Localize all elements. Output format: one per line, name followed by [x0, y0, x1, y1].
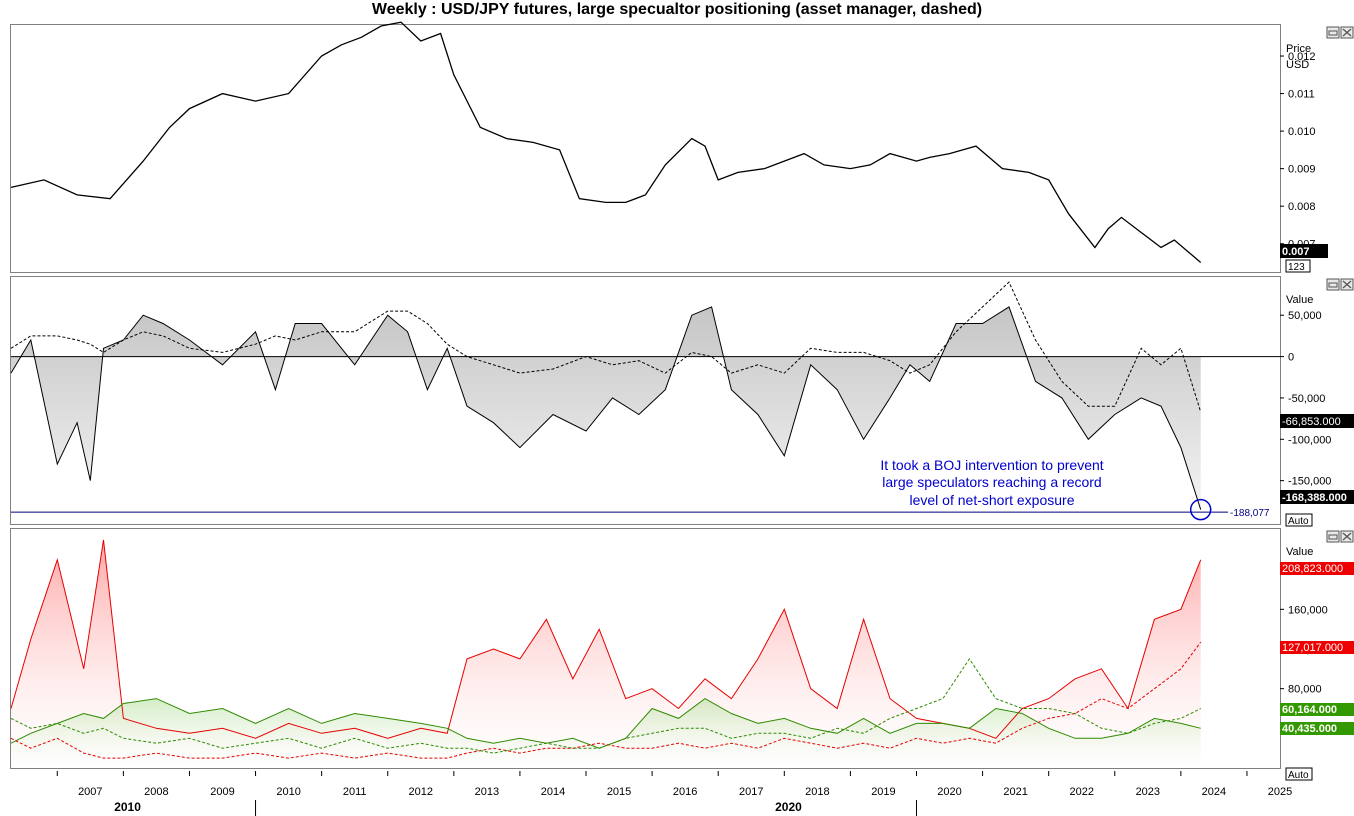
am-shorts-label-bg	[1280, 703, 1354, 716]
x-tick-label: 2010	[276, 786, 300, 798]
gross-scale-button-label: Auto	[1288, 770, 1309, 781]
price-y-tick-label: 0.009	[1288, 164, 1316, 176]
x-axis: 2007 2008 2009 2010 2011 2012 2013 2014 2015 2016…	[56, 771, 1292, 816]
price-y-tick-label: 0.008	[1288, 201, 1316, 213]
gross-y-tick-label: 160,000	[1288, 604, 1328, 616]
shorts-last-value: 40,435.000	[1282, 723, 1337, 735]
large-spec-net-line	[10, 306, 1202, 510]
net-y-ticks: 50,000 0 -50,000 -100,000 -150,000	[1280, 310, 1331, 488]
price-last-value: 0.007	[1282, 246, 1310, 258]
decade-label: 2020	[775, 800, 802, 814]
net-axis-title: Value	[1286, 294, 1313, 306]
x-tick-label: 2019	[871, 786, 895, 798]
net-scale-button-label: Auto	[1288, 516, 1309, 527]
net-last-value: -168,388.000	[1282, 492, 1347, 504]
x-tick-label: 2021	[1003, 786, 1027, 798]
price-scale-button[interactable]	[1285, 259, 1311, 273]
x-tick-label: 2011	[343, 786, 367, 798]
am-longs-label-bg	[1280, 641, 1354, 654]
am-last-value: -66,853.000	[1282, 416, 1341, 428]
shorts-area	[11, 698, 1201, 768]
large-spec-shorts-line	[10, 698, 1201, 749]
gross-y-tick-label: 80,000	[1288, 684, 1322, 696]
decade-label: 2010	[114, 800, 141, 814]
net-scale-button[interactable]	[1285, 513, 1313, 527]
price-scale-button-label: 123	[1288, 262, 1305, 273]
longs-area	[11, 539, 1201, 768]
record-low-label: -188,077	[1230, 508, 1270, 519]
price-panel: Price USD 0.012 0.011 0.010 0.009 0.008 0.007…	[10, 21, 1354, 273]
close-icon[interactable]	[1340, 278, 1354, 291]
gross-scale-button[interactable]	[1285, 767, 1313, 781]
chart-title: Weekly : USD/JPY futures, large specualt…	[371, 1, 983, 18]
x-tick-label: 2017	[739, 786, 763, 798]
price-y-tick-label: 0.012	[1288, 51, 1316, 63]
price-y-tick-label: 0.011	[1288, 89, 1315, 101]
am-last-value-bg	[1280, 414, 1354, 428]
x-tick-label: 2012	[409, 786, 433, 798]
am-shorts-last-value: 60,164.000	[1282, 704, 1337, 716]
annotation-line-3: level of net-short exposure	[910, 492, 1075, 508]
net-panel: Value 50,000 0 -50,000 -100,000 -150,000 -18…	[10, 278, 1354, 527]
net-last-value-bg	[1280, 490, 1354, 504]
annotation-line-1: It took a BOJ intervention to prevent	[880, 457, 1103, 473]
net-y-tick-label: -150,000	[1288, 476, 1331, 488]
x-tick-label: 2016	[673, 786, 697, 798]
minimize-icon[interactable]	[1326, 530, 1340, 543]
panel-frames	[10, 24, 1281, 769]
net-y-tick-label: -50,000	[1288, 393, 1325, 405]
asset-manager-net-line	[10, 281, 1202, 413]
gross-axis-title: Value	[1286, 546, 1313, 558]
x-tick-label: 2024	[1202, 786, 1226, 798]
x-tick-label: 2025	[1268, 786, 1292, 798]
price-axis-unit: USD	[1286, 59, 1309, 71]
longs-last-value: 208,823.000	[1282, 563, 1343, 575]
net-y-tick-label: 50,000	[1288, 310, 1322, 322]
shorts-label-bg	[1280, 722, 1354, 735]
x-tick-label: 2015	[607, 786, 631, 798]
x-tick-label: 2020	[937, 786, 961, 798]
close-icon[interactable]	[1340, 530, 1354, 543]
am-longs-last-value: 127,017.000	[1282, 642, 1343, 654]
intervention-circle	[1189, 498, 1212, 521]
large-spec-net-area	[11, 306, 1201, 510]
x-tick-label: 2009	[210, 786, 234, 798]
price-series-line	[10, 21, 1202, 263]
net-y-tick-label: 0	[1288, 352, 1294, 364]
minimize-icon[interactable]	[1326, 26, 1340, 39]
price-panel-frame	[10, 24, 1281, 273]
x-tick-label: 2007	[78, 786, 102, 798]
x-tick-label: 2023	[1136, 786, 1160, 798]
large-spec-longs-line	[10, 539, 1202, 739]
x-tick-label: 2013	[475, 786, 499, 798]
x-tick-label: 2008	[144, 786, 168, 798]
x-tick-label: 2022	[1069, 786, 1093, 798]
annotation-line-2: large speculators reaching a record	[882, 474, 1101, 490]
x-tick-label: 2018	[805, 786, 829, 798]
net-panel-frame	[10, 276, 1281, 525]
price-last-value-bg	[1280, 244, 1328, 258]
net-y-tick-label: -100,000	[1288, 434, 1331, 446]
close-icon[interactable]	[1340, 26, 1354, 39]
longs-label-bg	[1280, 562, 1354, 575]
price-axis-title: Price	[1286, 43, 1311, 55]
price-y-tick-label: 0.010	[1288, 126, 1316, 138]
x-tick-label: 2014	[541, 786, 565, 798]
minimize-icon[interactable]	[1326, 278, 1340, 291]
